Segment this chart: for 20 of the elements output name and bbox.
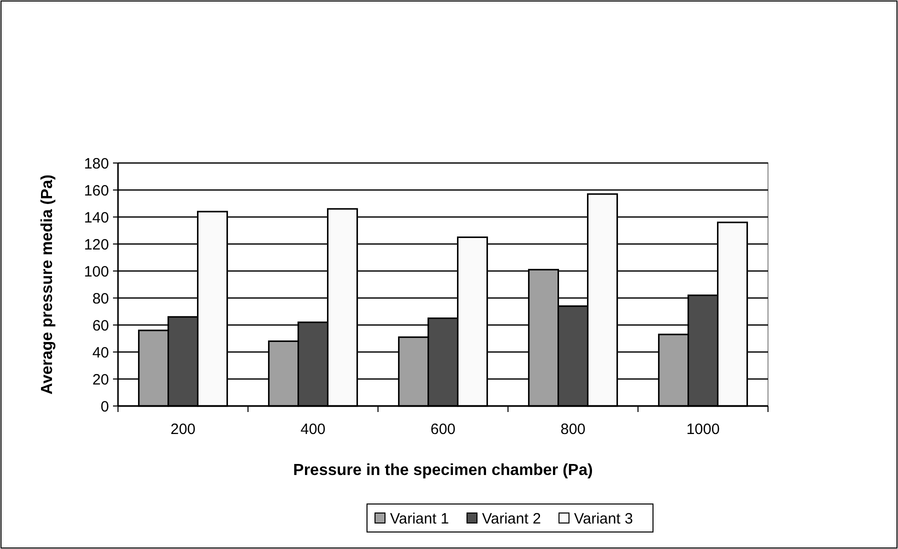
y-tick-label: 40 [92,344,109,362]
y-tick-label: 0 [100,398,109,416]
legend-label: Variant 1 [390,510,449,528]
x-tick-label: 600 [430,421,456,438]
y-tick-label: 60 [92,317,109,334]
y-tick-label: 20 [92,371,109,388]
x-tick-label: 800 [560,421,586,438]
y-tick-label: 160 [84,182,109,200]
y-tick-label: 80 [92,290,109,308]
y-axis-title: Average pressure media (Pa) [39,174,56,394]
y-tick-label: 180 [84,155,109,172]
y-tick-label: 120 [84,236,109,254]
y-tick-label: 140 [84,209,109,226]
y-tick-label: 100 [84,263,109,280]
x-tick-label: 200 [170,421,196,438]
x-tick-label: 1000 [686,421,720,438]
x-tick-label: 400 [300,421,326,438]
x-axis-title: Pressure in the specimen chamber (Pa) [293,462,593,479]
legend-label: Variant 2 [482,510,541,528]
legend-label: Variant 3 [574,510,633,528]
